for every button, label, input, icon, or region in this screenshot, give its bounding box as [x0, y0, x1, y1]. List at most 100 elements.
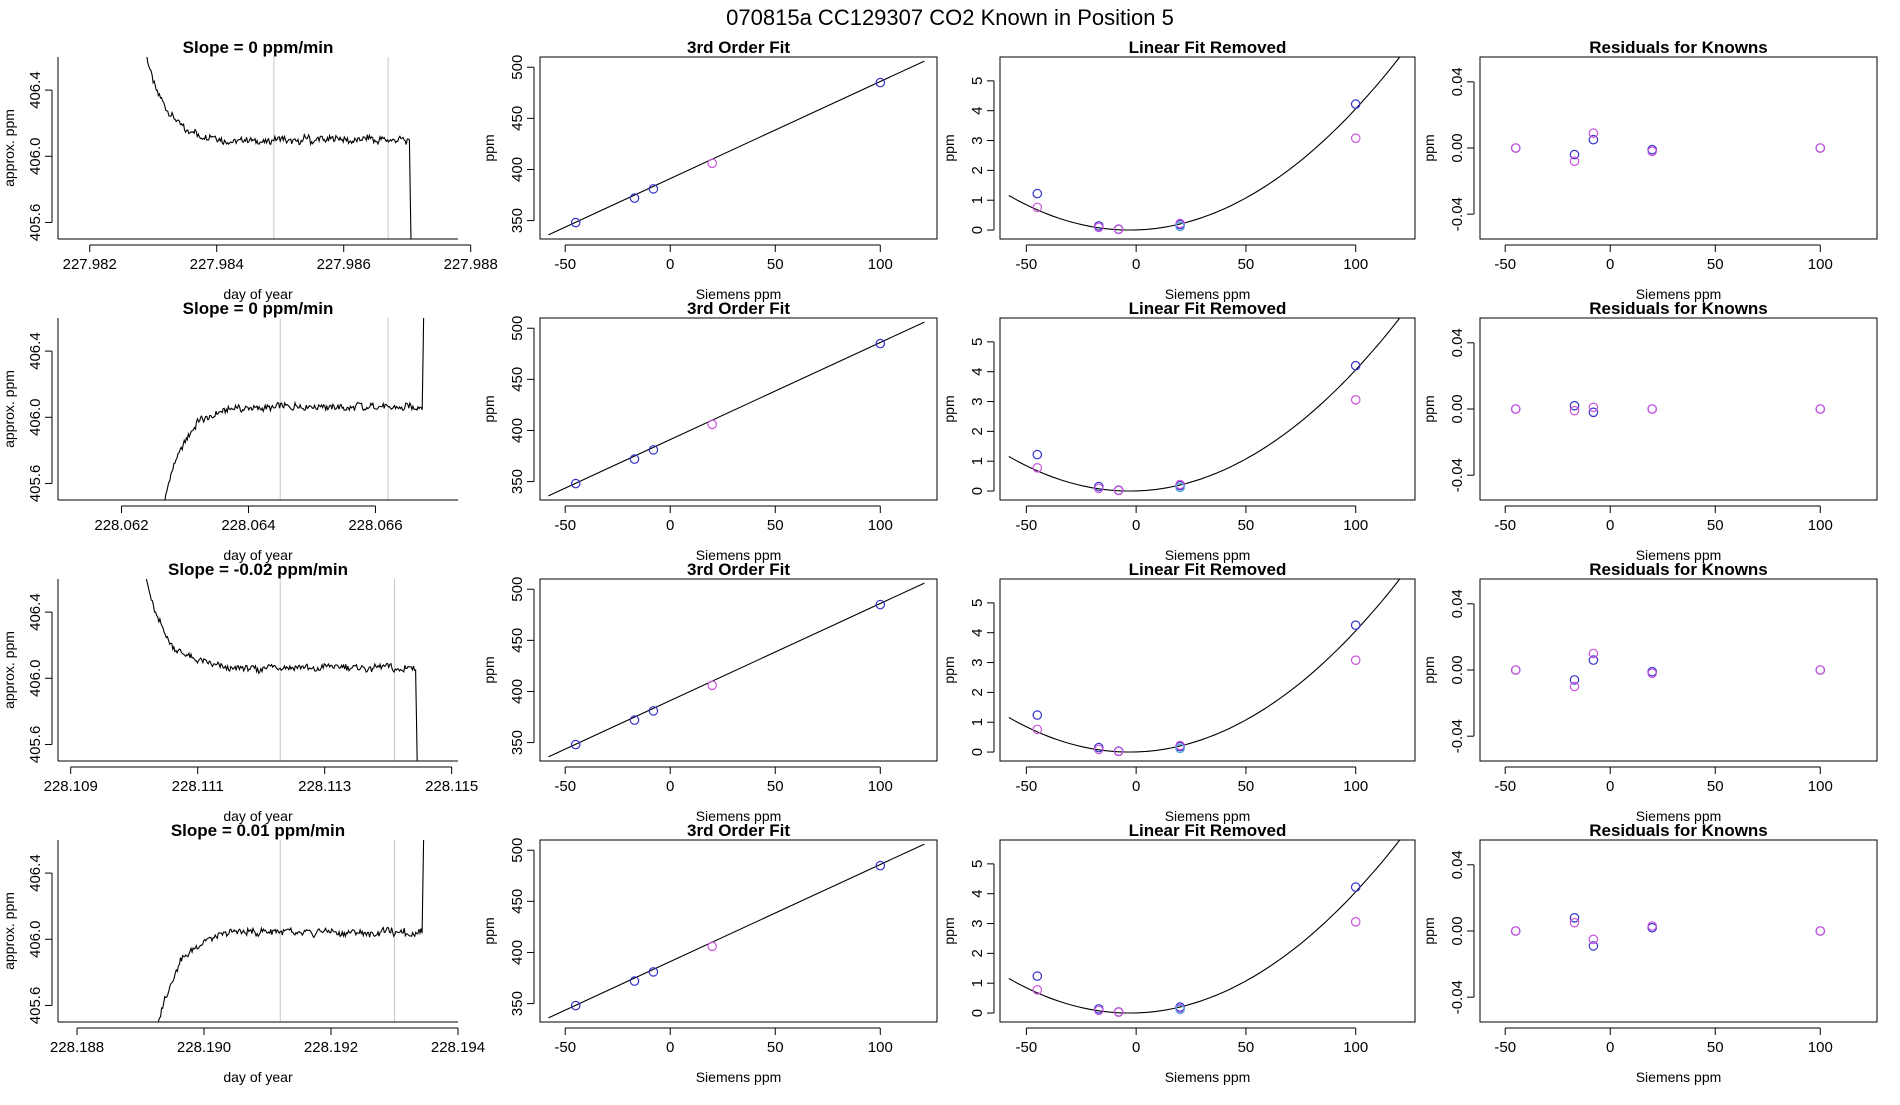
x-tick-label: -50 — [554, 517, 576, 534]
quadratic-fit-curve — [1008, 318, 1401, 492]
x-tick-label: 228.115 — [425, 778, 478, 795]
panel-trace-row0: 227.982 227.984 227.986 227.988 405.6 406.0 40… — [1, 38, 498, 302]
x-tick-label: 50 — [1707, 1039, 1724, 1056]
y-tick-label: 3 — [969, 397, 986, 405]
y-axis-label: ppm — [941, 395, 957, 422]
y-tick-label: 0.04 — [1449, 328, 1466, 357]
data-point-known — [875, 77, 886, 88]
y-axis-label: ppm — [481, 134, 497, 161]
plot-frame — [1479, 578, 1878, 762]
panel-title: 3rd Order Fit — [687, 821, 790, 840]
data-point-known — [1032, 971, 1043, 981]
data-point-known — [1588, 655, 1599, 665]
data-point-known — [1569, 675, 1580, 685]
y-tick-label: 1 — [969, 718, 986, 726]
data-point-light — [1175, 743, 1185, 754]
y-tick-label: 0 — [969, 748, 986, 756]
data-point-known — [1350, 99, 1361, 109]
data-point-raw — [1569, 681, 1580, 692]
plot-area — [548, 582, 925, 758]
x-tick-label: 0 — [1606, 1039, 1614, 1056]
data-point-known — [1350, 620, 1361, 630]
panel-title: Linear Fit Removed — [1129, 821, 1287, 840]
data-point-light — [1175, 221, 1185, 232]
y-axis-label: ppm — [1421, 656, 1437, 683]
x-tick-label: 0 — [1132, 1039, 1140, 1056]
data-point-raw — [1113, 485, 1124, 496]
ppm-trace-line — [157, 840, 425, 1022]
data-point-known — [648, 445, 659, 455]
panel-title: Linear Fit Removed — [1129, 560, 1287, 579]
plot-frame — [539, 578, 938, 762]
data-point-raw — [1094, 483, 1104, 494]
y-tick-label: 4 — [969, 368, 986, 376]
x-axis-label: Siemens ppm — [1165, 1069, 1251, 1085]
y-tick-label: 450 — [509, 889, 526, 914]
x-axis-label: Siemens ppm — [696, 1069, 782, 1085]
y-tick-label: 400 — [509, 418, 526, 443]
y-tick-label: 406.0 — [27, 920, 44, 958]
x-tick-label: 50 — [767, 256, 784, 273]
x-tick-label: 100 — [1808, 1039, 1833, 1056]
y-tick-label: 2 — [969, 427, 986, 435]
x-tick-label: 228.109 — [44, 778, 98, 795]
x-tick-label: 50 — [1707, 256, 1724, 273]
data-point-known — [648, 184, 659, 194]
y-tick-label: 5 — [969, 77, 986, 85]
fit-line — [548, 321, 925, 497]
x-tick-label: 100 — [1343, 1039, 1368, 1056]
data-point-raw — [1094, 744, 1104, 755]
plot-frame — [999, 317, 1416, 501]
data-point-raw — [1569, 405, 1580, 416]
data-point-raw — [707, 941, 717, 952]
panel-trace-row2: 228.109 228.111 228.113 228.115 405.6 406.0 40… — [1, 560, 478, 824]
data-point-known — [1588, 941, 1599, 951]
panel-title: Residuals for Knowns — [1589, 560, 1768, 579]
data-point-raw — [707, 158, 717, 169]
y-tick-label: -0.04 — [1449, 719, 1466, 753]
data-point-raw — [1588, 934, 1599, 945]
plot-frame — [539, 839, 938, 1023]
data-point-known — [1032, 710, 1043, 720]
y-axis-label: approx. ppm — [1, 370, 17, 448]
x-tick-label: 100 — [1343, 256, 1368, 273]
data-point-raw — [1032, 202, 1043, 213]
y-tick-label: 2 — [969, 166, 986, 174]
x-tick-label: 100 — [1343, 778, 1368, 795]
data-point-raw — [1510, 665, 1521, 675]
x-tick-label: 50 — [1707, 778, 1724, 795]
y-tick-label: 3 — [969, 919, 986, 927]
plot-area — [1510, 648, 1826, 692]
plot-frame — [999, 578, 1416, 762]
x-tick-label: 0 — [1132, 256, 1140, 273]
y-tick-label: 405.6 — [27, 987, 44, 1025]
y-tick-label: 450 — [509, 106, 526, 131]
x-axis-label: Siemens ppm — [696, 808, 782, 824]
x-axis-label: Siemens ppm — [696, 286, 782, 302]
panel-title: Slope = 0 ppm/min — [183, 299, 334, 318]
x-tick-label: 50 — [1238, 778, 1255, 795]
plot-frame — [1479, 839, 1878, 1023]
panel-title: 3rd Order Fit — [687, 38, 790, 57]
data-point-known — [570, 1000, 581, 1011]
y-tick-label: 350 — [509, 469, 526, 494]
data-point-raw — [1175, 218, 1185, 229]
x-axis-label: Siemens ppm — [1636, 547, 1722, 563]
quadratic-fit-curve — [1008, 579, 1401, 753]
y-axis-label: approx. ppm — [1, 109, 17, 187]
y-tick-label: 0.00 — [1449, 394, 1466, 423]
y-tick-label: 3 — [969, 658, 986, 666]
data-point-known — [875, 338, 886, 349]
x-axis-label: Siemens ppm — [1165, 808, 1251, 824]
y-tick-label: 406.0 — [27, 137, 44, 175]
y-tick-label: 400 — [509, 940, 526, 965]
y-axis-label: ppm — [1421, 917, 1437, 944]
panel-title: Slope = -0.02 ppm/min — [168, 560, 348, 579]
y-tick-label: 4 — [969, 107, 986, 115]
y-tick-label: 405.6 — [27, 726, 44, 764]
x-tick-label: -50 — [554, 256, 576, 273]
data-point-known — [570, 478, 581, 489]
x-axis-label: Siemens ppm — [1636, 286, 1722, 302]
panel-title: Residuals for Knowns — [1589, 821, 1768, 840]
